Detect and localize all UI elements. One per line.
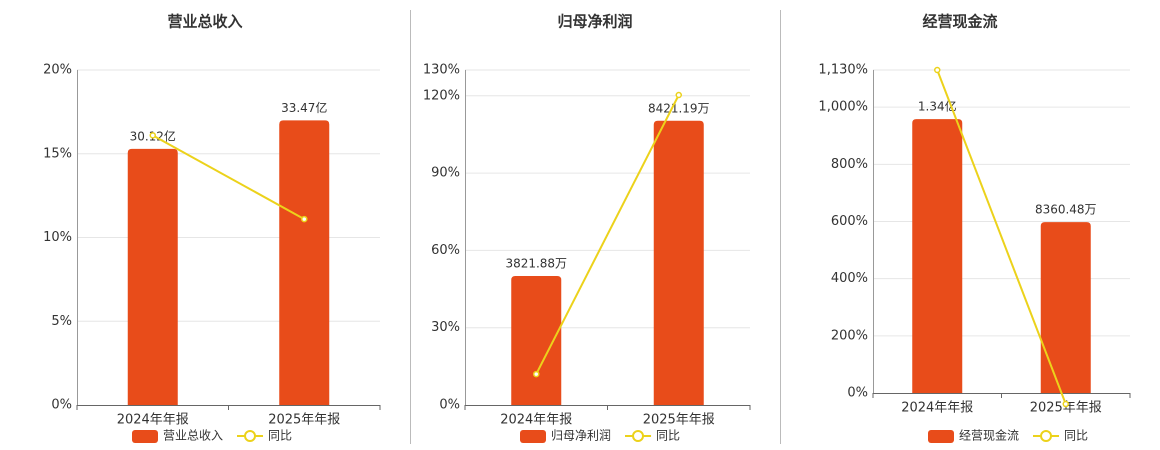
chart-title: 营业总收入 xyxy=(167,13,242,31)
legend-label: 营业总收入 xyxy=(163,429,223,443)
y-tick-label: 5% xyxy=(51,314,72,329)
chart-title: 经营现金流 xyxy=(922,13,997,31)
bar xyxy=(511,275,562,405)
y-tick-label: 10% xyxy=(43,230,72,245)
line xyxy=(152,134,305,220)
y-tick-label: 120% xyxy=(423,88,460,103)
value-label: 3821.88万 xyxy=(505,256,567,270)
y-tick-label: 90% xyxy=(431,166,460,181)
y-tick-label: 20% xyxy=(43,63,72,78)
value-label: 1.34亿 xyxy=(918,99,957,114)
x-tick-label: 2025年年报 xyxy=(1030,401,1102,416)
y-tick-label: 60% xyxy=(431,243,460,258)
legend-swatch xyxy=(1040,430,1053,442)
legend-swatch xyxy=(132,430,158,443)
chart-title: 归母净利润 xyxy=(557,13,632,31)
legend-swatch xyxy=(244,430,257,442)
x-tick-label: 2024年年报 xyxy=(117,413,189,428)
value-label: 8360.48万 xyxy=(1035,203,1097,217)
legend-label: 经营现金流 xyxy=(959,428,1019,443)
value-label: 33.47亿 xyxy=(281,100,327,115)
y-tick-label: 600% xyxy=(831,214,868,229)
bar xyxy=(279,120,330,406)
x-tick-label: 2025年年报 xyxy=(268,413,340,428)
y-tick-label: 15% xyxy=(43,146,72,161)
y-tick-label: 130% xyxy=(423,63,460,78)
y-tick-label: 0% xyxy=(439,398,460,413)
x-tick-label: 2024年年报 xyxy=(901,401,973,416)
legend-label: 同比 xyxy=(656,429,680,443)
y-tick-label: 0% xyxy=(51,398,72,413)
legend-label: 归母净利润 xyxy=(551,429,611,443)
bar xyxy=(912,119,963,393)
y-tick-label: 0% xyxy=(847,386,868,401)
line-point xyxy=(149,132,156,139)
y-tick-label: 200% xyxy=(831,328,868,343)
line xyxy=(535,94,680,375)
bar xyxy=(1040,222,1091,393)
value-label: 8421.19万 xyxy=(648,101,710,115)
x-tick-label: 2025年年报 xyxy=(643,413,715,428)
line-point xyxy=(533,370,540,378)
y-tick-label: 1,000% xyxy=(818,100,868,115)
bar xyxy=(653,120,704,405)
y-tick-label: 400% xyxy=(831,271,868,286)
legend-label: 同比 xyxy=(1064,429,1088,443)
y-tick-label: 30% xyxy=(431,320,460,335)
y-tick-label: 800% xyxy=(831,157,868,172)
bar xyxy=(127,148,178,405)
x-tick-label: 2024年年报 xyxy=(500,413,572,428)
legend-swatch xyxy=(520,430,546,443)
y-tick-label: 1,130% xyxy=(818,63,868,78)
line-point xyxy=(1062,400,1069,408)
legend-label: 同比 xyxy=(268,429,292,443)
line-point xyxy=(934,66,941,74)
line-point xyxy=(675,91,682,99)
legend-swatch xyxy=(632,430,645,442)
line xyxy=(936,69,1067,405)
line-point xyxy=(301,215,308,223)
legend-swatch xyxy=(928,430,954,443)
